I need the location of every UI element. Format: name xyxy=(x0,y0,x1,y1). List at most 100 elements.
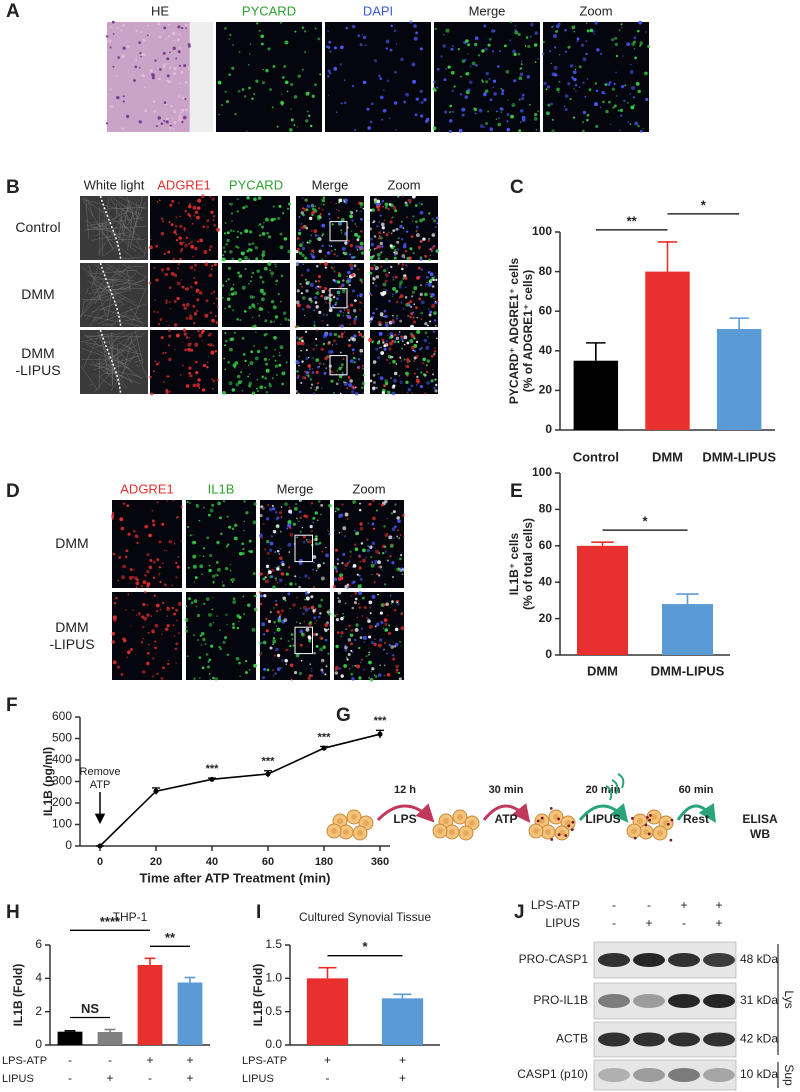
signal xyxy=(399,569,403,573)
signal xyxy=(171,606,175,610)
signal xyxy=(268,87,273,92)
signal xyxy=(319,213,322,216)
signal xyxy=(392,510,396,514)
signal xyxy=(378,552,380,554)
signal xyxy=(356,616,358,619)
signal xyxy=(405,230,409,233)
signal xyxy=(642,127,644,130)
signal xyxy=(413,286,418,290)
signal xyxy=(384,321,387,324)
signal xyxy=(321,661,323,663)
signal xyxy=(376,341,380,345)
signal xyxy=(429,310,433,314)
signal xyxy=(223,250,227,253)
signal xyxy=(637,29,640,33)
signal xyxy=(158,572,161,575)
signal xyxy=(162,666,166,670)
signal xyxy=(545,88,548,91)
signal xyxy=(352,356,356,360)
stain xyxy=(173,109,177,114)
signal xyxy=(214,315,217,318)
signal xyxy=(349,379,353,383)
signal xyxy=(520,109,524,113)
signal xyxy=(311,670,313,672)
signal xyxy=(341,371,344,374)
texture xyxy=(93,273,125,304)
signal xyxy=(231,220,233,222)
signal xyxy=(247,364,250,367)
signal xyxy=(233,291,238,296)
signal xyxy=(359,309,361,311)
band xyxy=(668,953,700,967)
signal xyxy=(360,542,364,545)
signal xyxy=(228,525,232,529)
signal xyxy=(280,516,283,519)
signal xyxy=(197,638,200,641)
signal xyxy=(381,503,384,507)
signal xyxy=(162,562,164,565)
signal xyxy=(392,206,397,210)
cytokine xyxy=(557,817,561,821)
signal xyxy=(321,550,324,553)
signal xyxy=(303,621,305,623)
signal xyxy=(260,297,265,302)
signal xyxy=(635,81,640,86)
signal xyxy=(391,391,396,396)
signal xyxy=(217,574,219,577)
signal xyxy=(210,268,213,271)
texture xyxy=(104,347,137,377)
signal xyxy=(430,248,433,252)
micrograph xyxy=(294,261,364,329)
signal xyxy=(188,372,191,375)
signal xyxy=(357,603,360,605)
signal xyxy=(388,271,391,274)
signal xyxy=(190,244,195,249)
signal xyxy=(264,386,267,389)
signal xyxy=(269,269,271,272)
signal xyxy=(185,336,189,339)
signal xyxy=(260,42,264,46)
signal xyxy=(558,54,561,56)
signal xyxy=(195,504,200,508)
signal xyxy=(452,45,454,47)
signal xyxy=(337,273,342,278)
stain xyxy=(134,65,138,69)
signal xyxy=(397,333,400,336)
signal xyxy=(235,245,238,249)
signal xyxy=(330,294,334,297)
texture xyxy=(128,306,144,326)
micrograph xyxy=(432,21,541,134)
signal xyxy=(202,225,205,228)
signal xyxy=(261,253,265,257)
signal xyxy=(358,676,362,680)
signal xyxy=(302,540,306,544)
nucleus xyxy=(337,818,343,824)
signal xyxy=(501,92,505,96)
stain xyxy=(179,82,182,85)
signal xyxy=(273,321,275,323)
stain xyxy=(172,46,176,51)
texture xyxy=(99,225,115,252)
signal xyxy=(413,350,417,353)
signal xyxy=(251,242,255,246)
signal xyxy=(207,513,211,517)
signal xyxy=(264,377,267,380)
signal xyxy=(633,104,636,107)
signal xyxy=(372,360,377,364)
signal xyxy=(112,615,117,620)
texture xyxy=(121,223,125,237)
signal xyxy=(369,271,373,275)
signal xyxy=(434,389,438,393)
micrograph xyxy=(222,330,290,395)
signal xyxy=(333,577,338,582)
signal xyxy=(296,289,300,293)
signal xyxy=(211,264,214,267)
signal xyxy=(330,250,333,252)
signal xyxy=(354,392,359,396)
image xyxy=(370,263,438,327)
signal xyxy=(169,307,172,310)
signal xyxy=(412,316,415,319)
signal xyxy=(492,86,494,88)
signal xyxy=(268,384,273,388)
signal xyxy=(609,81,612,84)
